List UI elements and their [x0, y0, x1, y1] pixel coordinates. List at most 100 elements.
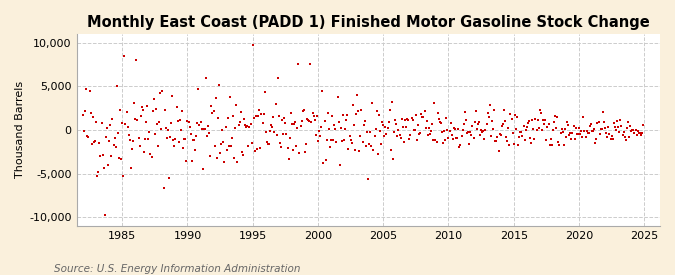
Point	[229, 155, 240, 160]
Point	[572, 131, 583, 136]
Point	[597, 109, 608, 114]
Point	[149, 132, 160, 136]
Point	[519, 138, 530, 142]
Point	[506, 117, 517, 121]
Point	[392, 134, 403, 138]
Point	[583, 131, 593, 135]
Point	[613, 125, 624, 130]
Point	[355, 134, 366, 138]
Point	[165, 135, 176, 139]
Point	[136, 105, 147, 110]
Point	[124, 133, 134, 137]
Point	[291, 143, 302, 148]
Point	[298, 108, 309, 112]
Point	[194, 123, 205, 127]
Point	[552, 115, 563, 119]
Point	[159, 108, 170, 112]
Point	[554, 143, 565, 147]
Point	[181, 159, 192, 163]
Point	[542, 125, 553, 129]
Point	[508, 142, 519, 146]
Point	[448, 126, 459, 130]
Point	[456, 134, 467, 138]
Point	[599, 120, 610, 124]
Point	[617, 133, 628, 137]
Point	[570, 126, 581, 130]
Point	[295, 124, 306, 128]
Point	[93, 169, 104, 174]
Point	[140, 136, 151, 141]
Point	[132, 118, 143, 122]
Point	[494, 132, 505, 136]
Point	[441, 116, 452, 120]
Point	[279, 116, 290, 120]
Point	[603, 125, 614, 130]
Point	[154, 119, 165, 124]
Point	[245, 122, 256, 127]
Point	[622, 120, 633, 124]
Point	[460, 110, 470, 114]
Point	[179, 136, 190, 141]
Point	[350, 147, 360, 152]
Point	[526, 118, 537, 122]
Point	[129, 101, 140, 105]
Point	[120, 122, 131, 126]
Point	[440, 137, 451, 142]
Point	[560, 127, 570, 131]
Point	[166, 121, 177, 125]
Point	[266, 122, 277, 127]
Point	[471, 126, 482, 131]
Point	[373, 152, 383, 156]
Point	[572, 132, 583, 136]
Point	[188, 138, 198, 142]
Point	[541, 138, 551, 142]
Point	[236, 109, 246, 114]
Point	[538, 118, 549, 123]
Point	[400, 118, 410, 122]
Point	[104, 139, 115, 144]
Point	[217, 128, 227, 132]
Point	[215, 150, 225, 155]
Point	[389, 118, 400, 123]
Point	[318, 160, 329, 165]
Point	[145, 152, 156, 156]
Point	[406, 116, 417, 120]
Point	[555, 131, 566, 135]
Point	[453, 126, 464, 131]
Point	[426, 129, 437, 133]
Point	[334, 163, 345, 167]
Point	[310, 133, 321, 138]
Point	[230, 125, 241, 130]
Point	[622, 125, 632, 130]
Point	[531, 128, 542, 133]
Point	[423, 133, 433, 137]
Point	[470, 108, 481, 113]
Point	[270, 102, 281, 106]
Point	[589, 127, 599, 131]
Point	[491, 139, 502, 143]
Point	[101, 126, 112, 131]
Point	[457, 128, 468, 132]
Point	[387, 100, 398, 104]
Point	[437, 141, 448, 146]
Point	[433, 117, 444, 121]
Point	[328, 138, 339, 142]
Point	[344, 134, 355, 139]
Point	[211, 96, 221, 100]
Point	[564, 133, 574, 138]
Point	[250, 148, 261, 153]
Point	[82, 134, 92, 138]
Point	[477, 130, 487, 134]
Point	[601, 131, 612, 135]
Point	[108, 143, 119, 147]
Point	[335, 126, 346, 131]
Point	[520, 128, 531, 132]
Point	[273, 114, 284, 118]
Point	[421, 119, 432, 123]
Point	[96, 121, 107, 125]
Point	[107, 117, 118, 121]
Point	[227, 113, 238, 118]
Point	[332, 95, 343, 100]
Point	[535, 111, 546, 115]
Point	[416, 112, 427, 117]
